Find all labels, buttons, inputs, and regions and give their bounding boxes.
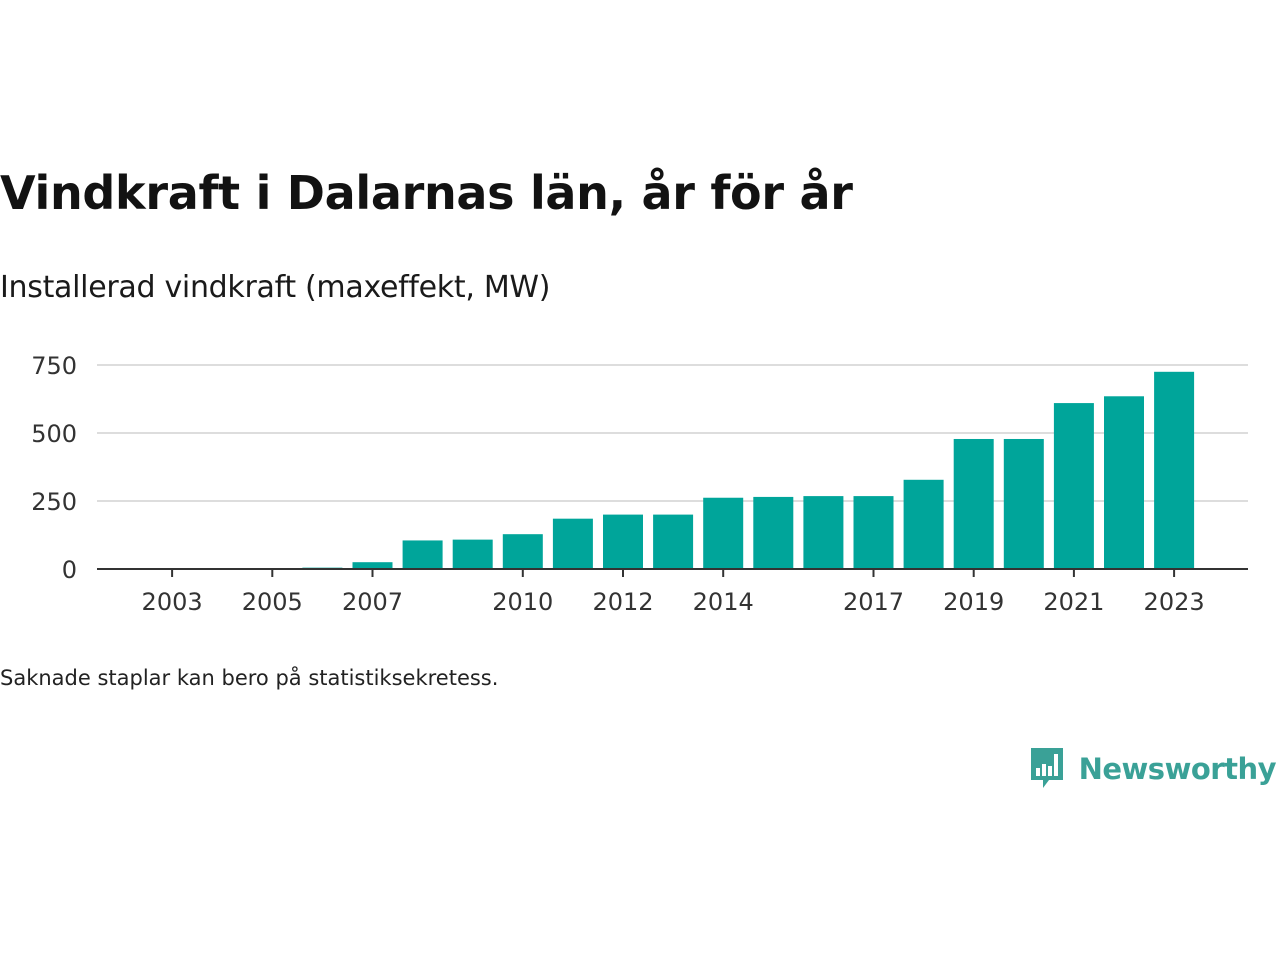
bar-2007 <box>352 562 393 569</box>
footnote: Saknade staplar kan bero på statistiksek… <box>0 666 499 690</box>
x-tick-label: 2003 <box>142 588 203 616</box>
bar-2015 <box>753 496 794 569</box>
bar-chart: 0 250 500 750 2003 2005 2007 2010 2012 2014 2017 20… <box>31 352 1248 616</box>
bar-2009 <box>452 539 493 569</box>
x-tick-label: 2017 <box>843 588 904 616</box>
bar-2019 <box>953 438 994 569</box>
bar-2022 <box>1104 396 1144 569</box>
x-tick-label: 2010 <box>492 588 553 616</box>
y-tick-label: 0 <box>62 556 77 584</box>
bar-2018 <box>903 479 944 569</box>
bar-2012 <box>603 514 643 569</box>
x-tick-label: 2023 <box>1144 588 1205 616</box>
x-tick-label: 2012 <box>592 588 653 616</box>
x-tick-label: 2014 <box>693 588 754 616</box>
bar-2008 <box>402 540 443 569</box>
bar-2023 <box>1154 371 1195 569</box>
x-tick-label: 2007 <box>342 588 403 616</box>
x-tick-label: 2005 <box>242 588 303 616</box>
y-tick-label: 500 <box>31 420 77 448</box>
brand-name: Newsworthy <box>1078 752 1277 786</box>
bar-2014 <box>703 497 744 569</box>
bar-2016 <box>803 496 844 569</box>
y-tick-label: 250 <box>31 488 77 516</box>
bar-2013 <box>653 514 694 569</box>
bar-2017 <box>853 496 894 569</box>
chart-title: Vindkraft i Dalarnas län, år för år <box>0 166 853 220</box>
bar-2021 <box>1053 403 1094 569</box>
bar-2011 <box>552 518 593 569</box>
x-tick-label: 2019 <box>943 588 1004 616</box>
bar-2020 <box>1003 438 1044 569</box>
brand-logo[interactable]: Newsworthy <box>1029 746 1277 792</box>
x-tick-label: 2021 <box>1043 588 1104 616</box>
newsworthy-logo-icon <box>1030 748 1063 788</box>
bar-2010 <box>502 534 543 569</box>
y-tick-label: 750 <box>31 352 77 380</box>
chart-subtitle: Installerad vindkraft (maxeffekt, MW) <box>0 270 551 305</box>
